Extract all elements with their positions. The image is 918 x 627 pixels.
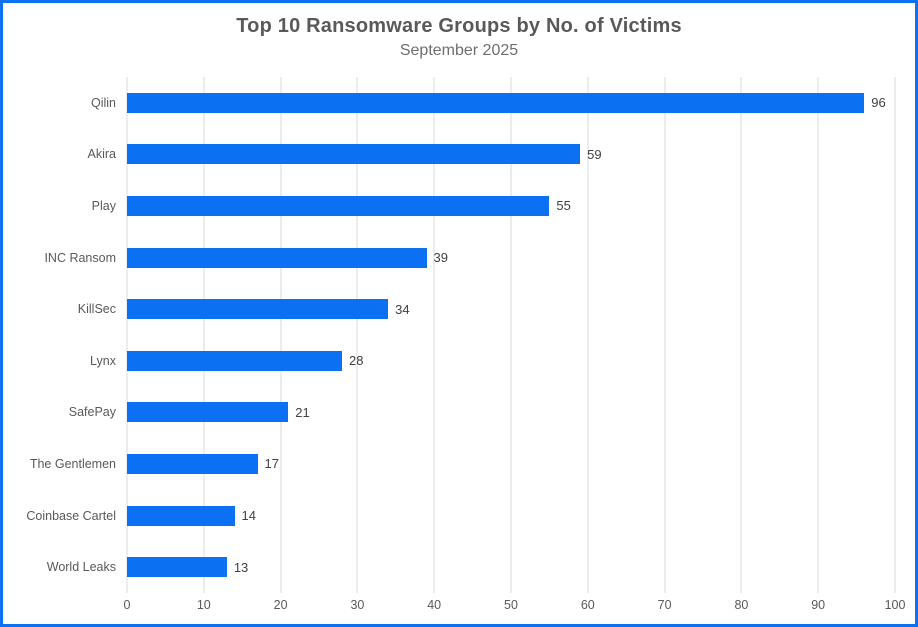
bar-row: World Leaks 13 xyxy=(47,541,895,593)
value-label: 17 xyxy=(264,456,280,472)
bar-line: 59 xyxy=(127,144,895,165)
bar-line: 55 xyxy=(127,195,895,216)
gridline xyxy=(817,77,819,593)
x-tick-label: 80 xyxy=(734,598,749,612)
category-label: INC Ransom xyxy=(44,250,116,265)
x-tick-label: 70 xyxy=(657,598,672,612)
value-label: 28 xyxy=(349,353,364,369)
category-label: Lynx xyxy=(90,353,116,368)
value-label: 34 xyxy=(395,301,410,317)
gridline xyxy=(587,77,589,593)
bar-row: Akira 59 xyxy=(88,129,895,181)
chart-title: Top 10 Ransomware Groups by No. of Victi… xyxy=(236,15,682,37)
bar-line: 96 xyxy=(127,92,895,113)
category-label: KillSec xyxy=(77,302,116,317)
bar-line: 14 xyxy=(127,505,895,526)
bar-row: KillSec 34 xyxy=(78,283,895,335)
x-axis-tick-labels: 0 10 20 30 40 50 60 70 80 90 100 xyxy=(123,598,906,614)
value-label: 59 xyxy=(587,146,602,162)
bar xyxy=(127,144,581,165)
category-label: Coinbase Cartel xyxy=(26,508,116,523)
value-label: 96 xyxy=(871,95,886,111)
bar xyxy=(127,505,235,526)
bar-line: 17 xyxy=(127,453,895,474)
gridline xyxy=(510,77,512,593)
value-label: 13 xyxy=(233,559,249,575)
chart-subtitle: September 2025 xyxy=(399,42,519,59)
category-label: Qilin xyxy=(90,95,116,110)
category-label: Play xyxy=(91,198,116,213)
bar-row: Qilin 96 xyxy=(91,77,895,129)
x-tick-label: 50 xyxy=(504,598,518,612)
bar-row: Play 55 xyxy=(92,180,895,232)
x-tick-label: 40 xyxy=(427,598,442,612)
bar-row: INC Ransom 39 xyxy=(44,232,895,284)
plot-area: Qilin 96 Akira 59 Play 55 INC Ransom 39 KillSec 3… xyxy=(26,77,905,612)
value-label: 55 xyxy=(556,198,571,214)
gridline xyxy=(356,77,358,593)
x-tick-label: 20 xyxy=(273,598,288,612)
bar-row: The Gentlemen 17 xyxy=(30,438,895,490)
bar-line: 34 xyxy=(127,299,895,320)
x-tick-label: 100 xyxy=(884,598,906,612)
bar-line: 13 xyxy=(127,557,895,578)
value-label: 14 xyxy=(241,508,256,524)
bar xyxy=(127,195,550,216)
bar-rows: Qilin 96 Akira 59 Play 55 INC Ransom 39 KillSec 3… xyxy=(26,77,895,593)
gridline xyxy=(664,77,666,593)
value-label: 21 xyxy=(295,404,310,420)
bar-line: 21 xyxy=(127,402,895,423)
x-tick-label: 90 xyxy=(811,598,826,612)
bar xyxy=(127,92,865,113)
gridline xyxy=(433,77,435,593)
bar xyxy=(127,453,258,474)
category-label: World Leaks xyxy=(46,560,116,575)
x-tick-label: 30 xyxy=(350,598,365,612)
bar-line: 39 xyxy=(127,247,895,268)
gridline xyxy=(740,77,742,593)
bar xyxy=(127,350,343,371)
bar xyxy=(127,299,389,320)
value-label: 39 xyxy=(433,250,448,266)
bar xyxy=(127,557,227,578)
gridline xyxy=(280,77,282,593)
gridline xyxy=(203,77,205,593)
x-tick-label: 10 xyxy=(196,598,211,612)
bar-line: 28 xyxy=(127,350,895,371)
bar-row: SafePay 21 xyxy=(69,387,895,439)
category-label: Akira xyxy=(87,147,116,162)
gridline xyxy=(894,77,896,593)
bar xyxy=(127,247,427,268)
bar xyxy=(127,402,289,423)
category-label: The Gentlemen xyxy=(29,456,116,471)
category-label: SafePay xyxy=(68,405,116,420)
gridline xyxy=(126,77,128,593)
bar-row: Lynx 28 xyxy=(90,335,895,387)
x-tick-label: 60 xyxy=(580,598,595,612)
x-tick-label: 0 xyxy=(123,598,131,612)
bar-row: Coinbase Cartel 14 xyxy=(26,490,895,542)
